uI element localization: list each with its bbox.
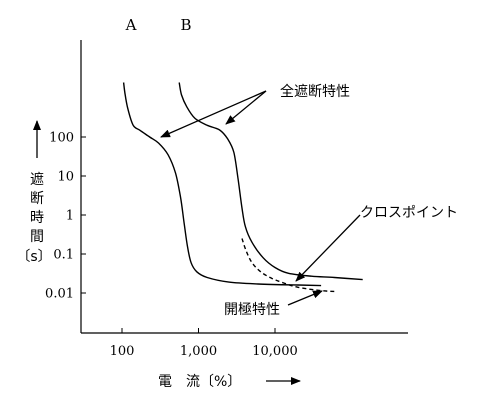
y-tick-label: 0.01 [45,287,74,302]
y-axis-title-char-2: 断 [30,191,44,207]
y-axis-title-char-3: 時 [30,210,44,226]
pointer-to-curve-a [160,90,267,138]
opening-characteristic-curve [241,238,335,293]
y-ticks: 100 10 1 0.1 0.01 [45,131,86,302]
curve-b [178,82,363,281]
curve-label-a: A [125,16,137,34]
annotation-crosspoint: クロスポイント [360,205,458,221]
annotation-total-interrupt: 全遮断特性 [280,83,350,100]
curve-label-b: B [180,16,191,34]
x-tick-label: 10,000 [252,344,298,359]
pointer-to-crosspoint [295,214,361,282]
y-axis-unit: 〔s〕 [16,249,51,265]
annotation-opening: 開極特性 [224,302,280,318]
y-axis-title-char-1: 遮 [30,172,44,188]
x-tick-label: 1,000 [180,344,217,359]
y-tick-label: 1 [66,209,74,224]
y-tick-label: 10 [57,170,74,185]
x-axis-title: 電 流〔%〕 [158,374,241,390]
x-ticks: 100 1,000 10,000 [110,328,298,359]
pointer-to-curve-b [225,90,267,125]
y-tick-label: 0.1 [53,248,74,263]
y-axis-title-char-4: 間 [30,229,44,245]
curve-a [122,82,322,287]
y-tick-label: 100 [49,131,74,146]
curves [122,82,363,293]
x-tick-label: 100 [110,344,135,359]
axes [80,40,408,334]
pointer-to-opening-curve [287,290,323,306]
